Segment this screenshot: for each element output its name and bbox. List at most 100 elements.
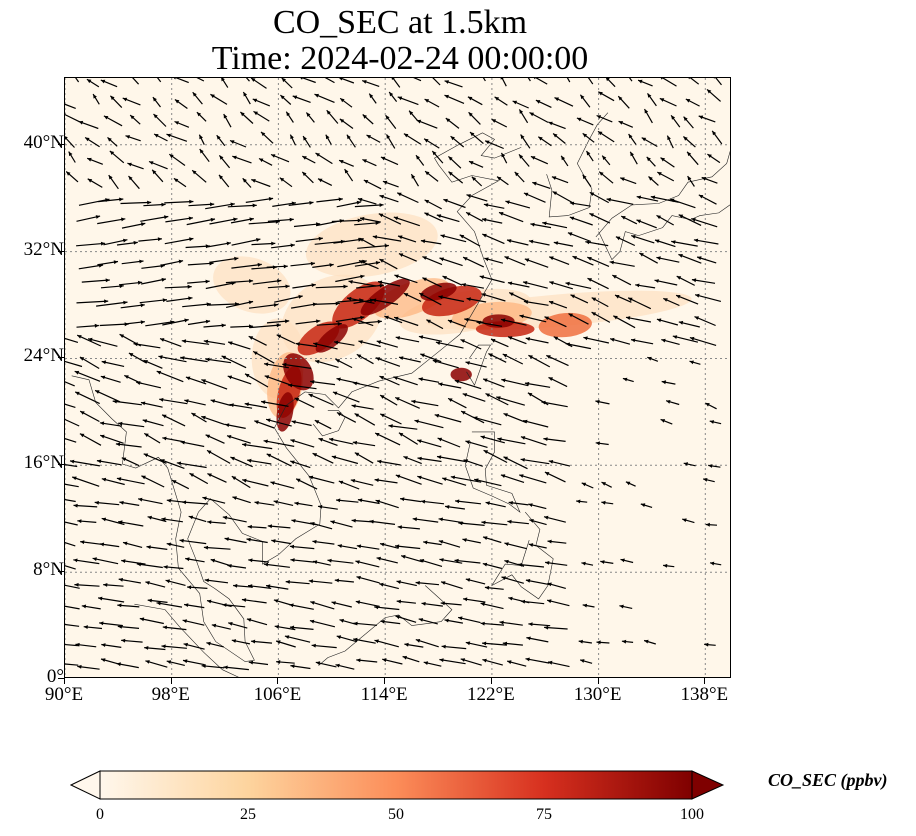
wind-vector-head: [79, 121, 84, 125]
wind-vector-head: [167, 134, 172, 138]
wind-vector-head: [338, 544, 342, 548]
lon-tick-label: 98°E: [152, 684, 190, 706]
wind-vector-head: [380, 203, 384, 207]
wind-vector-head: [104, 299, 108, 303]
wind-vector: [65, 103, 76, 109]
wind-vector: [427, 78, 440, 85]
wind-vector: [76, 243, 105, 246]
wind-vector-head: [261, 400, 265, 404]
wind-vector-head: [528, 622, 532, 626]
lon-tick-label: 122°E: [467, 684, 515, 706]
wind-vector-head: [95, 324, 99, 328]
wind-vector: [246, 198, 273, 202]
wind-vector-head: [225, 423, 229, 427]
wind-vector-head: [631, 339, 635, 343]
wind-vector: [151, 78, 161, 82]
wind-vector-head: [206, 280, 210, 284]
lat-tick-label: 16°N: [24, 452, 64, 474]
wind-vector: [96, 302, 127, 306]
wind-vector-head: [357, 201, 361, 205]
wind-vector: [478, 78, 486, 81]
wind-vector-head: [532, 182, 536, 186]
wind-vector-head: [396, 475, 401, 479]
wind-vector: [75, 392, 100, 404]
wind-vector-head: [256, 238, 260, 242]
lon-tick-mark: [704, 678, 705, 684]
wind-vector-head: [223, 516, 227, 520]
wind-vector: [501, 78, 507, 86]
wind-vector-head: [141, 222, 145, 226]
wind-vector-head: [501, 474, 505, 478]
wind-vector-head: [228, 341, 233, 345]
wind-vector: [165, 287, 192, 288]
wind-vector: [65, 376, 75, 386]
wind-vector-head: [526, 637, 530, 641]
wind-vector-head: [699, 116, 704, 120]
wind-vector-head: [419, 335, 423, 339]
wind-vector-head: [441, 601, 445, 605]
map-canvas: [65, 78, 731, 678]
wind-vector-head: [529, 543, 533, 547]
wind-vector: [185, 78, 204, 81]
wind-vector-head: [284, 265, 288, 269]
wind-vector: [65, 482, 79, 487]
wind-vector-head: [619, 605, 623, 609]
wind-vector-head: [440, 258, 445, 262]
title-time: Time: 2024-02-24 00:00:00: [0, 40, 800, 78]
wind-vector-head: [416, 639, 420, 643]
wind-vector: [82, 280, 110, 282]
wind-vector: [75, 371, 100, 381]
wind-vector-head: [160, 338, 164, 342]
lon-tick-label: 138°E: [680, 684, 728, 706]
colorbar-extend-min: [71, 771, 100, 799]
lat-tick-label: 24°N: [24, 345, 64, 367]
wind-vector-head: [290, 558, 294, 562]
wind-vector-head: [144, 646, 148, 650]
wind-vector: [404, 78, 422, 81]
wind-vector-head: [442, 645, 446, 649]
wind-vector: [72, 477, 99, 486]
wind-vector: [65, 521, 78, 526]
wind-vector: [65, 540, 75, 546]
wind-vector-head: [637, 196, 641, 200]
wind-vector-head: [335, 579, 339, 583]
lon-tick-label: 130°E: [574, 684, 622, 706]
wind-vector: [713, 78, 722, 85]
wind-vector: [97, 219, 125, 224]
wind-vector-head: [398, 97, 403, 101]
wind-vector: [79, 199, 110, 205]
lat-tick-label: 8°N: [33, 559, 64, 581]
colorbar-tick-label: 100: [680, 806, 704, 824]
wind-vector-head: [254, 420, 258, 424]
wind-vector: [70, 461, 100, 466]
wind-vector-head: [403, 656, 407, 660]
wind-vector-head: [127, 163, 131, 167]
co-plume-blob: [205, 246, 298, 324]
wind-vector: [437, 457, 465, 462]
wind-vector-head: [530, 223, 534, 227]
lon-tick-mark: [384, 678, 385, 684]
wind-vector-head: [77, 519, 81, 523]
wind-vector-head: [481, 622, 485, 626]
wind-vector-head: [286, 580, 290, 584]
wind-vector-head: [126, 135, 131, 139]
wind-vector-head: [207, 520, 211, 524]
wind-vector: [77, 301, 109, 303]
wind-vector-head: [362, 80, 367, 84]
lat-tick-mark: [58, 144, 64, 145]
wind-vector: [687, 78, 699, 84]
wind-vector-head: [462, 538, 466, 542]
wind-vector: [65, 623, 79, 626]
wind-vector-head: [655, 279, 659, 283]
wind-vector: [65, 113, 80, 122]
wind-vector-head: [102, 360, 106, 364]
wind-vector-head: [117, 477, 121, 481]
wind-vector: [249, 222, 280, 224]
wind-vector: [65, 359, 82, 366]
wind-vector: [164, 202, 193, 203]
wind-vector: [159, 399, 187, 404]
wind-vector-head: [140, 617, 144, 621]
wind-vector-head: [164, 565, 168, 569]
colorbar-gradient: [100, 771, 692, 799]
wind-vector-head: [106, 278, 110, 282]
